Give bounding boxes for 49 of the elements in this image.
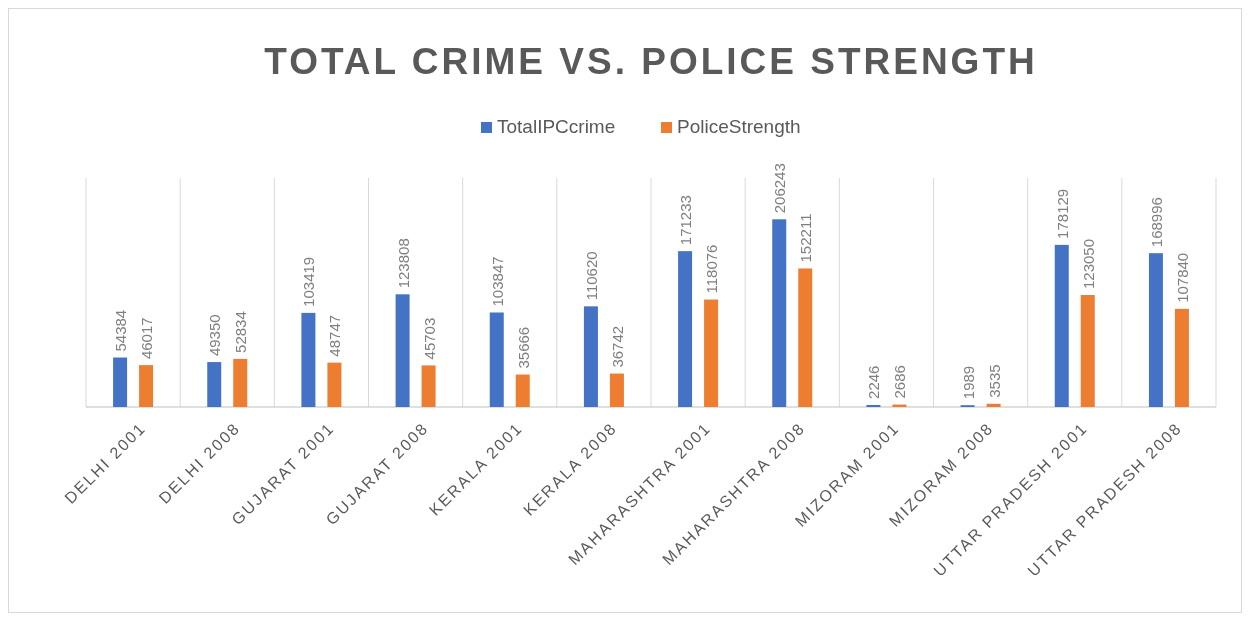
data-label: 168996 [1147,197,1165,248]
data-label: 152211 [797,213,815,263]
bar [798,268,813,407]
bar [515,374,530,407]
bar [1080,295,1095,407]
data-label: 107840 [1173,252,1191,303]
bar [772,219,787,407]
bar [704,299,719,407]
bar [583,306,598,407]
bar [1174,308,1189,407]
bar [207,362,222,407]
bar [139,365,154,407]
legend-label: TotalIPCcrime [497,116,616,137]
data-label: 35666 [514,326,532,369]
bar [327,362,342,407]
data-label: 49350 [206,314,224,357]
data-label: 123050 [1079,238,1097,290]
data-label: 103419 [300,256,318,307]
bar [395,294,410,407]
bar [113,357,128,407]
data-label: 52834 [232,311,250,353]
bar [1148,253,1163,407]
data-label: 118076 [703,244,721,294]
data-label: 2686 [891,365,909,399]
bar [866,404,881,407]
data-label: 48747 [326,314,344,357]
data-label: 178129 [1053,188,1071,239]
bar [301,312,316,407]
bar [609,373,624,407]
data-label: 3535 [985,364,1003,398]
data-label: 36742 [608,325,626,368]
data-label: 206243 [771,163,789,214]
bar [421,365,436,407]
bar [678,251,693,407]
data-label: 123808 [394,238,412,289]
data-label: 1989 [959,365,977,400]
data-label: 103847 [488,256,506,307]
data-label: 2246 [865,365,883,399]
data-label: 54384 [112,309,130,352]
data-label: 171233 [677,195,695,246]
chart-title: TOTAL CRIME VS. POLICE STRENGTH [264,41,1038,82]
data-label: 110620 [582,251,600,301]
bar [489,312,504,407]
data-label: 46017 [138,317,156,360]
bar [1054,244,1069,407]
bar [986,403,1001,407]
data-label: 45703 [420,317,438,360]
bar [233,358,248,407]
legend-label: PoliceStrength [677,116,801,137]
